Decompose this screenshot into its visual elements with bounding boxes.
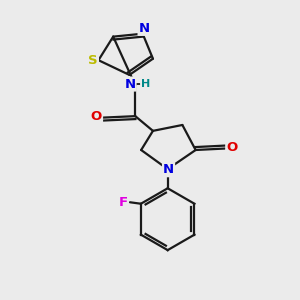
Text: N: N: [163, 163, 174, 176]
Text: F: F: [119, 196, 128, 209]
Text: N: N: [124, 77, 136, 91]
Text: H: H: [141, 79, 150, 89]
Text: S: S: [88, 54, 98, 67]
Text: N: N: [139, 22, 150, 35]
Text: O: O: [91, 110, 102, 123]
Text: O: O: [226, 141, 238, 154]
